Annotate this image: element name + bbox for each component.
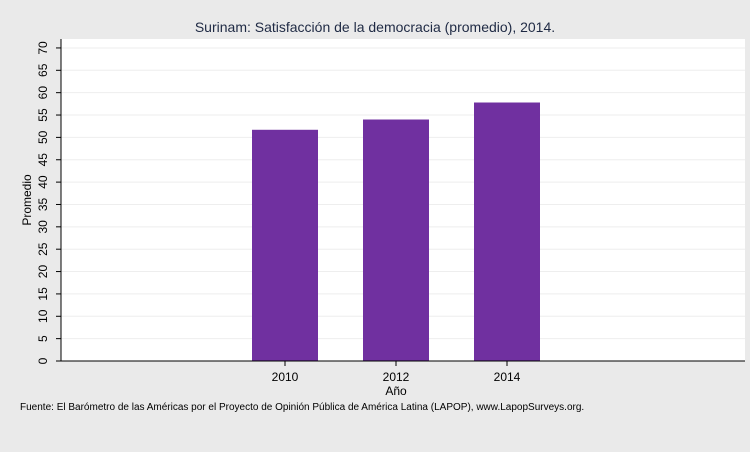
bar-2012: [363, 119, 429, 361]
bar-2010: [252, 129, 318, 361]
y-tick-label: 30: [36, 220, 50, 234]
x-axis: 2010 2012 2014: [61, 360, 745, 384]
x-tick-label: 2010: [272, 370, 299, 384]
y-tick-label: 0: [36, 357, 50, 364]
y-tick-label: 35: [36, 197, 50, 211]
y-axis: 0 5 10 15 20 25 30 35 40 45 50 55 60 65 70: [36, 39, 62, 364]
chart-title: Surinam: Satisfacción de la democracia (…: [195, 19, 555, 35]
y-tick-label: 55: [36, 108, 50, 122]
x-axis-label: Año: [385, 384, 407, 398]
x-tick-label: 2014: [494, 370, 521, 384]
y-tick-label: 10: [36, 309, 50, 323]
y-tick-label: 40: [36, 175, 50, 189]
bars: [252, 102, 540, 361]
y-tick-label: 70: [36, 41, 50, 55]
y-tick-label: 15: [36, 287, 50, 301]
bar-2014: [474, 102, 540, 361]
y-tick-label: 25: [36, 242, 50, 256]
y-tick-label: 5: [36, 335, 50, 342]
y-axis-label: Promedio: [20, 174, 34, 226]
y-tick-label: 65: [36, 63, 50, 77]
y-tick-label: 20: [36, 265, 50, 279]
x-tick-label: 2012: [383, 370, 410, 384]
y-tick-label: 45: [36, 153, 50, 167]
y-tick-label: 50: [36, 130, 50, 144]
source-note: Fuente: El Barómetro de las Américas por…: [20, 402, 584, 413]
y-tick-label: 60: [36, 86, 50, 100]
